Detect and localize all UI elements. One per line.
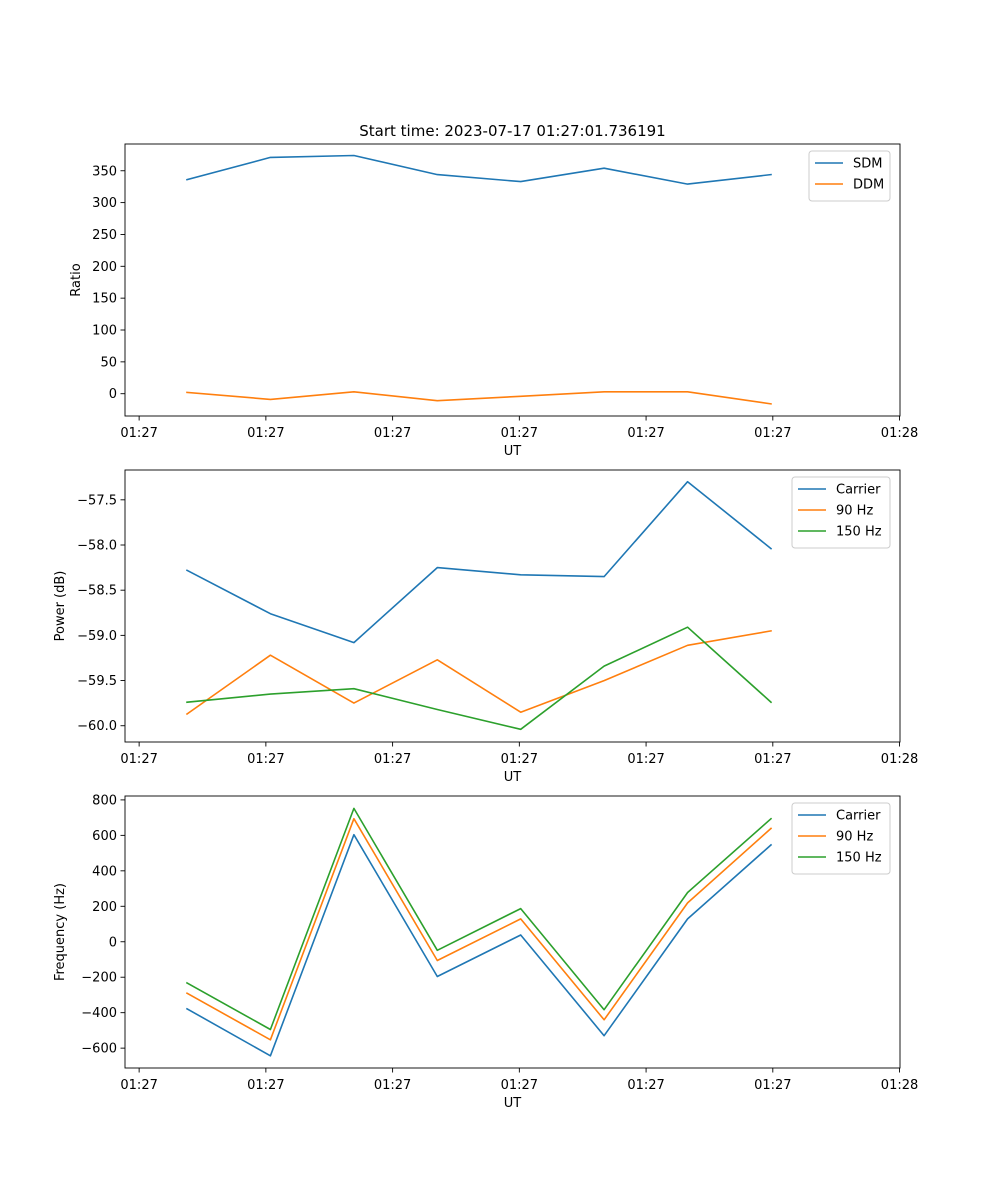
legend-label: 150 Hz [836,851,882,866]
y-tick-label: −59.5 [77,674,117,689]
y-tick-label: −60.0 [77,719,117,734]
legend-label: Carrier [836,483,881,498]
x-tick-label: 01:27 [247,752,284,767]
x-tick-label: 01:27 [627,1078,664,1093]
legend-label: SDM [853,157,882,172]
x-axis-label: UT [504,1096,522,1111]
x-tick-label: 01:27 [627,752,664,767]
y-tick-label: 150 [92,292,117,307]
chart-title: Start time: 2023-07-17 01:27:01.736191 [359,122,665,140]
chart-panel-2: 01:27 01:27 01:27 01:27 01:27 01:27 01:28 −60.0… [53,469,918,785]
y-tick-label: 600 [92,829,117,844]
y-tick-label: −58.5 [77,584,117,599]
x-tick-label: 01:27 [754,1078,791,1093]
series-line-carrier [185,833,773,1057]
y-tick-label: 250 [92,228,117,243]
axes-frame [124,795,901,1069]
x-tick-label: 01:27 [627,426,664,441]
y-axis-label: Frequency (Hz) [53,883,68,981]
axes-frame [124,469,901,743]
legend-label: Carrier [836,809,881,824]
legend-label: 150 Hz [836,525,882,540]
x-tick-label: 01:27 [374,752,411,767]
y-tick-label: 200 [92,900,117,915]
x-tick-label: 01:27 [501,426,538,441]
series-line-sdm [186,154,772,185]
series-line-90-hz [185,817,773,1041]
x-axis-label: UT [504,770,522,785]
y-tick-label: 300 [92,196,117,211]
y-tick-label: −59.0 [77,629,117,644]
y-tick-label: 800 [92,793,117,808]
x-tick-label: 01:27 [754,752,791,767]
x-tick-label: 01:28 [881,752,918,767]
legend: Carrier 90 Hz 150 Hz [791,802,891,875]
legend: Carrier 90 Hz 150 Hz [791,476,891,549]
y-tick-label: 350 [92,164,117,179]
y-tick-label: −400 [81,1006,117,1021]
x-tick-label: 01:28 [881,1078,918,1093]
legend: SDM DDM [808,150,891,202]
x-tick-label: 01:27 [247,426,284,441]
x-tick-label: 01:27 [247,1078,284,1093]
x-tick-label: 01:27 [374,426,411,441]
legend-label: 90 Hz [836,504,873,519]
x-tick-label: 01:27 [754,426,791,441]
x-tick-label: 01:27 [374,1078,411,1093]
chart-panel-1: 01:27 01:27 01:27 01:27 01:27 01:27 01:28 0 50 10… [69,122,918,459]
series-line-150-hz [186,626,773,731]
y-tick-label: −58.0 [77,539,117,554]
y-tick-label: 0 [109,935,117,950]
chart-panel-3: 01:27 01:27 01:27 01:27 01:27 01:27 01:28 −600 −… [53,793,918,1111]
y-axis-label: Power (dB) [53,571,68,642]
x-axis-label: UT [504,444,522,459]
x-tick-label: 01:27 [501,1078,538,1093]
y-tick-label: 100 [92,324,117,339]
y-tick-label: 200 [92,260,117,275]
x-tick-label: 01:27 [501,752,538,767]
x-tick-label: 01:28 [881,426,918,441]
y-axis-label: Ratio [69,263,84,296]
y-tick-label: −600 [81,1042,117,1057]
x-tick-label: 01:27 [120,752,157,767]
y-tick-label: 0 [109,387,117,402]
legend-label: 90 Hz [836,830,873,845]
series-line-90-hz [185,629,772,716]
legend-label: DDM [853,178,884,193]
axes-frame [124,143,901,417]
y-tick-label: 400 [92,864,117,879]
y-tick-label: −57.5 [77,493,117,508]
series-line-carrier [185,480,773,644]
series-line-150-hz [185,807,773,1031]
y-tick-label: 50 [100,355,117,370]
x-tick-label: 01:27 [120,1078,157,1093]
series-line-ddm [186,390,772,405]
y-tick-label: −200 [81,971,117,986]
x-tick-label: 01:27 [120,426,157,441]
